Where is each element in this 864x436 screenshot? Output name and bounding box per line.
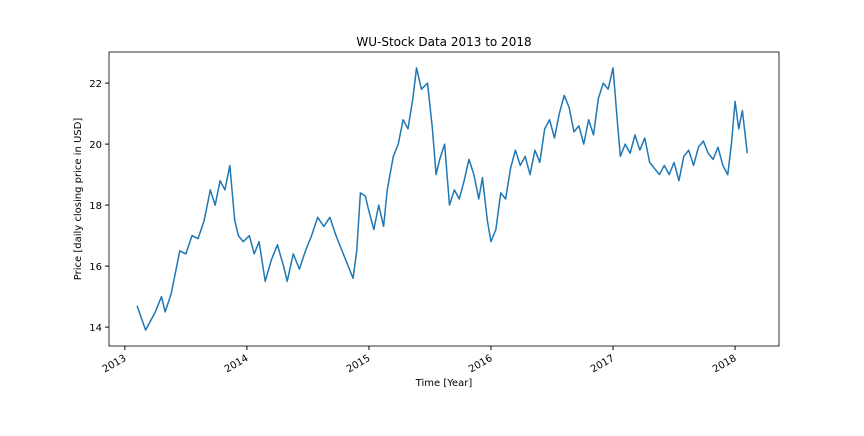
y-tick-label: 18	[89, 201, 102, 212]
x-axis-label: Time [Year]	[415, 378, 473, 389]
x-tick-label: 2015	[345, 353, 373, 375]
x-tick-label: 2017	[589, 353, 617, 375]
x-tick-label: 2013	[101, 353, 129, 375]
plot-frame	[108, 51, 780, 347]
y-tick-label: 20	[89, 140, 102, 151]
x-tick-label: 2016	[467, 353, 495, 375]
y-axis-label: Price [daily closing price in USD]	[73, 118, 84, 281]
y-tick-label: 16	[89, 262, 102, 273]
chart-title: WU-Stock Data 2013 to 2018	[356, 35, 531, 49]
y-tick-label: 22	[89, 79, 102, 90]
line-series	[136, 67, 749, 331]
x-tick-label: 2018	[711, 353, 739, 375]
x-tick-label: 2014	[223, 353, 251, 375]
y-tick-label: 14	[89, 323, 102, 334]
